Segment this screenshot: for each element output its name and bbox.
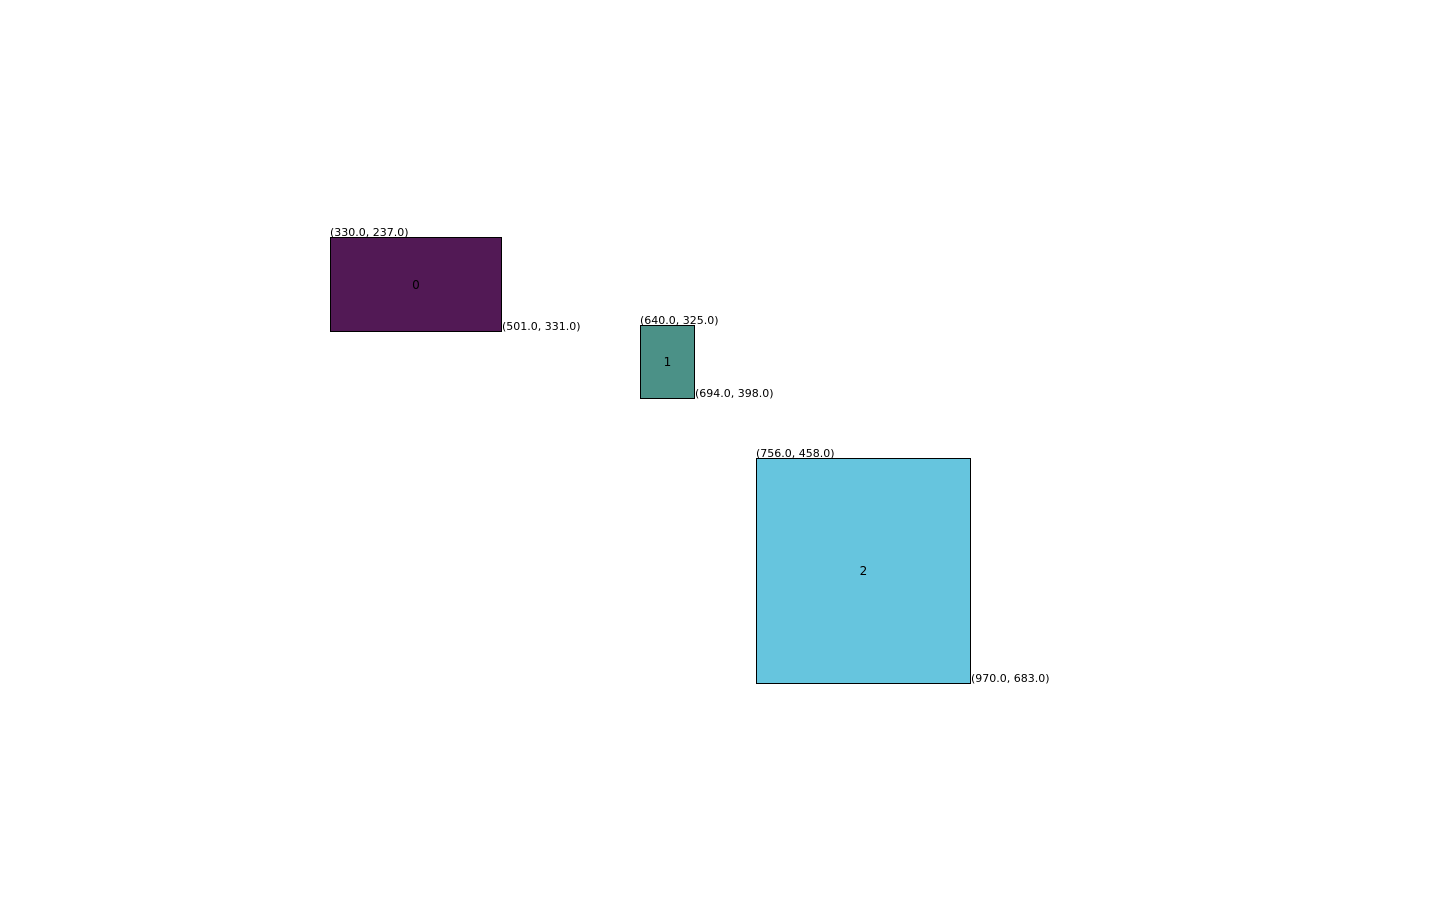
box-0: 0	[330, 237, 502, 332]
box-1: 1	[640, 325, 695, 399]
box-2: 2	[756, 458, 971, 684]
box-1-label: 1	[663, 355, 672, 369]
box-1-bottom-right-coord: (694.0, 398.0)	[695, 387, 774, 400]
box-2-label: 2	[859, 564, 868, 578]
box-2-top-left-coord: (756.0, 458.0)	[756, 447, 835, 460]
box-1-top-left-coord: (640.0, 325.0)	[640, 314, 719, 327]
box-2-bottom-right-coord: (970.0, 683.0)	[971, 672, 1050, 685]
box-0-bottom-right-coord: (501.0, 331.0)	[502, 320, 581, 333]
box-0-top-left-coord: (330.0, 237.0)	[330, 226, 409, 239]
box-0-label: 0	[412, 277, 420, 292]
